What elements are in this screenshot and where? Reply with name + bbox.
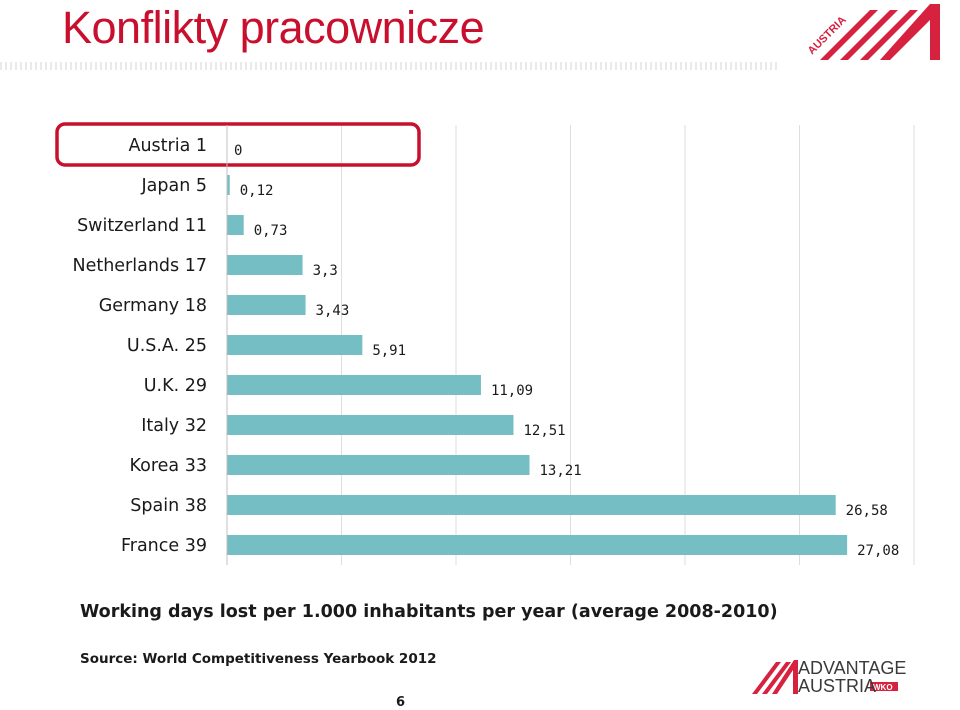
bars	[227, 175, 848, 555]
advantage-austria-logo: WKO	[752, 660, 898, 694]
data-label: 3,43	[316, 303, 350, 319]
austria-corner-logo: AUSTRIA	[806, 4, 940, 60]
bar	[227, 215, 244, 235]
category-label: Germany 18	[99, 296, 207, 316]
category-label: U.S.A. 25	[127, 336, 207, 356]
bar	[227, 175, 230, 195]
page-number: 6	[396, 695, 406, 710]
highlight-box	[55, 122, 421, 167]
bar	[227, 295, 306, 315]
data-label: 0,12	[240, 183, 274, 199]
bar-chart: Austria 1 Japan 5 Switzerland 11 Netherland…	[55, 122, 915, 565]
bar	[227, 335, 363, 355]
data-label: 26,58	[846, 503, 888, 519]
category-label: Spain 38	[130, 496, 207, 516]
data-label: 0	[234, 143, 242, 159]
category-labels: Austria 1 Japan 5 Switzerland 11 Netherland…	[72, 136, 207, 556]
wko-text: WKO	[873, 683, 893, 692]
data-label: 27,08	[857, 543, 899, 559]
category-label: France 39	[121, 536, 207, 556]
bar	[227, 375, 481, 395]
header-divider	[0, 62, 780, 70]
slide-title: Konflikty pracownicze	[62, 2, 485, 53]
category-label: Korea 33	[130, 456, 207, 476]
bar	[227, 495, 836, 515]
wko-badge	[870, 682, 898, 691]
value-labels: 0 0,12 0,73 3,3 3,43 5,91 11,09 12,51 13,21 26,58…	[234, 143, 899, 559]
austria-stripes-icon	[820, 4, 940, 60]
category-label: Switzerland 11	[77, 216, 207, 236]
data-label: 11,09	[491, 383, 533, 399]
bar	[227, 455, 530, 475]
bar	[227, 415, 514, 435]
advantage-text: ADVANTAGE	[798, 658, 907, 678]
data-label: 3,3	[313, 263, 338, 279]
data-label: 5,91	[372, 343, 406, 359]
category-label: Netherlands 17	[72, 256, 207, 276]
advantage-stripes-icon	[752, 660, 798, 694]
source-note: Source: World Competitiveness Yearbook 2…	[80, 651, 437, 667]
bar	[227, 535, 848, 555]
corner-logo-text: AUSTRIA	[806, 14, 849, 57]
data-label: 0,73	[254, 223, 288, 239]
austria-text: AUSTRIA	[798, 676, 877, 696]
austria-highlight	[55, 122, 421, 167]
category-label: U.K. 29	[144, 376, 207, 396]
category-label: Japan 5	[140, 176, 207, 196]
data-label: 13,21	[540, 463, 582, 479]
chart-x-label: Working days lost per 1.000 inhabitants …	[80, 602, 778, 622]
data-label: 12,51	[523, 423, 565, 439]
bar	[227, 255, 303, 275]
category-label: Italy 32	[141, 416, 207, 436]
category-label: Austria 1	[128, 136, 207, 156]
